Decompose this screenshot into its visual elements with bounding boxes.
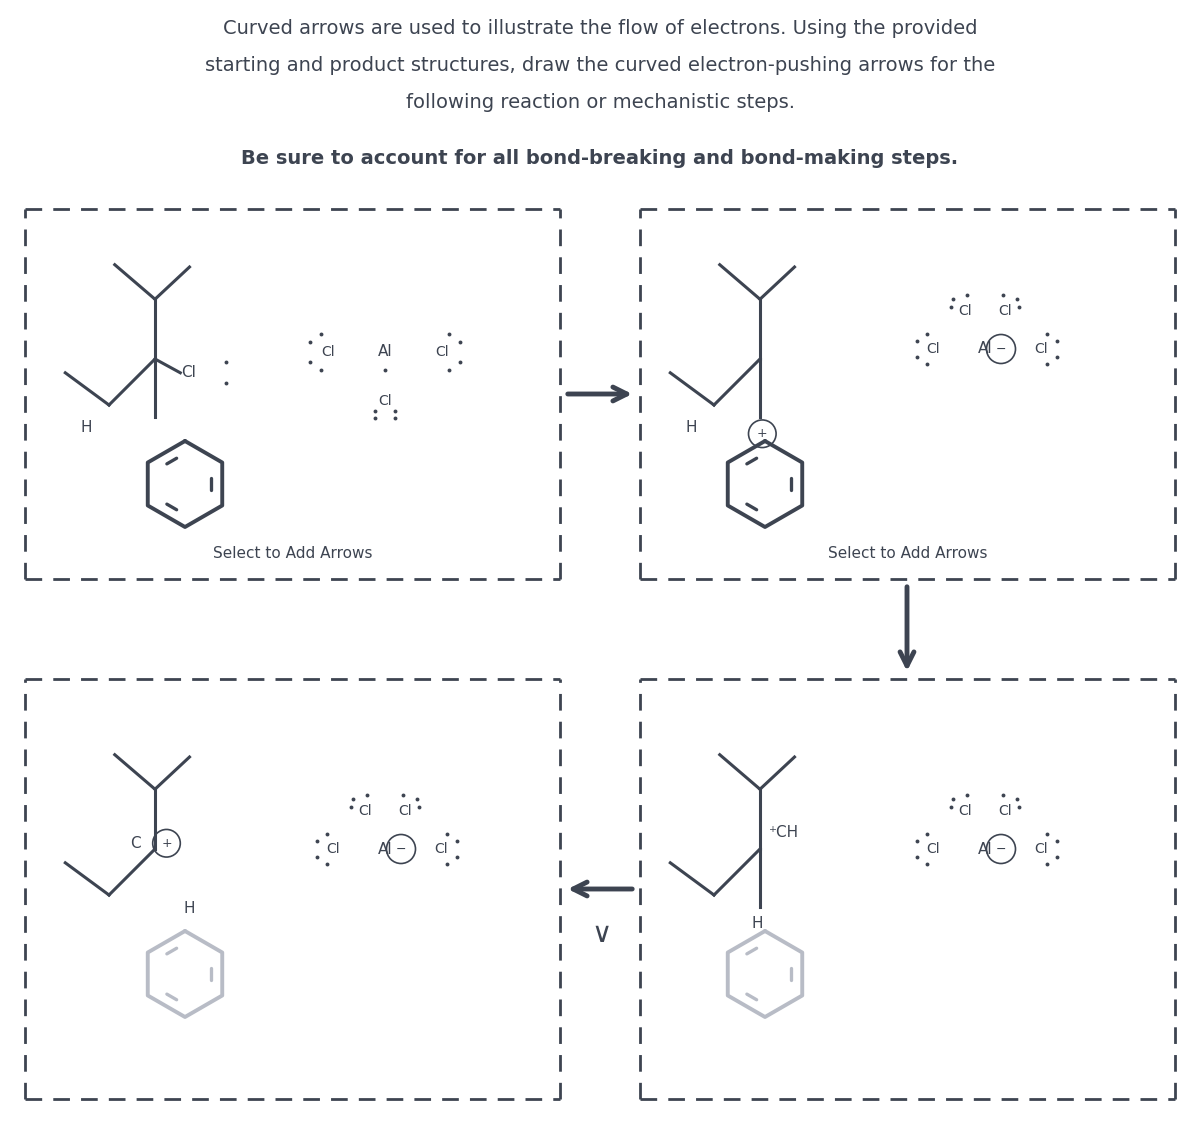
Text: C: C [131, 836, 142, 851]
Text: −: − [996, 342, 1007, 356]
Text: Cl: Cl [358, 804, 372, 818]
Text: Select to Add Arrows: Select to Add Arrows [828, 546, 988, 561]
Text: ⁺CH: ⁺CH [769, 826, 799, 841]
Text: Cl: Cl [1034, 842, 1048, 856]
Text: H: H [685, 421, 697, 436]
Text: Be sure to account for all bond-breaking and bond-making steps.: Be sure to account for all bond-breaking… [241, 149, 959, 168]
Text: H: H [752, 916, 763, 931]
Text: Cl: Cl [398, 804, 412, 818]
Text: starting and product structures, draw the curved electron-pushing arrows for the: starting and product structures, draw th… [205, 56, 995, 76]
Text: H: H [80, 421, 91, 436]
Text: Al: Al [978, 842, 992, 857]
Text: Cl: Cl [434, 842, 448, 856]
Text: H: H [184, 901, 196, 916]
Text: following reaction or mechanistic steps.: following reaction or mechanistic steps. [406, 93, 794, 112]
Text: Cl: Cl [181, 365, 197, 380]
Text: ∨: ∨ [592, 920, 612, 948]
Text: Cl: Cl [958, 804, 972, 818]
Text: Al: Al [378, 344, 392, 359]
Text: +: + [161, 836, 172, 850]
Text: Cl: Cl [998, 304, 1012, 318]
Text: Cl: Cl [378, 395, 392, 408]
Text: Cl: Cl [926, 842, 940, 856]
Text: Cl: Cl [436, 345, 449, 359]
Text: Cl: Cl [1034, 342, 1048, 356]
Text: Select to Add Arrows: Select to Add Arrows [212, 546, 372, 561]
Text: Cl: Cl [926, 342, 940, 356]
Text: Al: Al [378, 842, 392, 857]
Text: Cl: Cl [326, 842, 340, 856]
Text: Al: Al [978, 342, 992, 357]
Text: Cl: Cl [958, 304, 972, 318]
Text: Cl: Cl [320, 345, 335, 359]
Text: Curved arrows are used to illustrate the flow of electrons. Using the provided: Curved arrows are used to illustrate the… [223, 19, 977, 38]
Text: Cl: Cl [998, 804, 1012, 818]
Text: −: − [396, 842, 407, 856]
Text: −: − [996, 842, 1007, 856]
Text: +: + [757, 427, 768, 440]
